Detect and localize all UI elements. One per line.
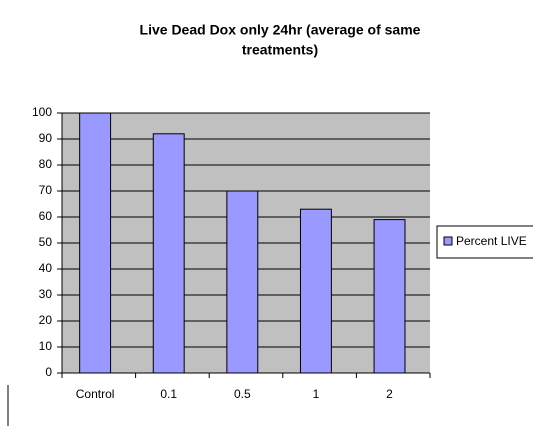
y-tick-label: 30 xyxy=(39,287,53,301)
bar xyxy=(299,208,332,374)
x-tick-label: 2 xyxy=(386,387,393,401)
x-tick-label: 0.1 xyxy=(160,387,177,401)
y-tick-label: 60 xyxy=(39,209,53,223)
y-tick-label: 90 xyxy=(39,131,53,145)
chart-title: treatments) xyxy=(242,42,318,58)
y-tick-label: 20 xyxy=(39,313,53,327)
bar xyxy=(226,190,259,374)
legend-swatch xyxy=(443,236,453,246)
x-tick-label: 1 xyxy=(313,387,320,401)
y-tick-label: 80 xyxy=(39,157,53,171)
y-tick-label: 50 xyxy=(39,235,53,249)
y-tick-label: 70 xyxy=(39,183,53,197)
y-tick-label: 40 xyxy=(39,261,53,275)
legend-label: Percent LIVE xyxy=(456,234,527,248)
chart-title: Live Dead Dox only 24hr (average of same xyxy=(140,22,421,38)
x-tick-label: 0.5 xyxy=(234,387,251,401)
bar xyxy=(373,219,406,374)
legend-box xyxy=(436,225,533,259)
bar xyxy=(79,112,112,374)
y-tick-label: 0 xyxy=(45,365,52,379)
x-tick-label: Control xyxy=(76,387,115,401)
y-tick-label: 100 xyxy=(32,105,52,119)
y-tick-label: 10 xyxy=(39,339,53,353)
bar xyxy=(152,133,185,374)
